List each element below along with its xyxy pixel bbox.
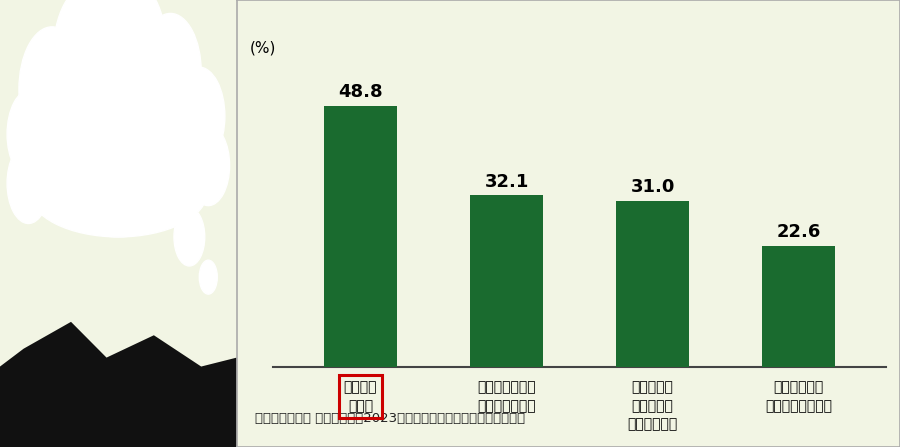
Text: 31.0: 31.0 xyxy=(631,178,675,197)
PathPatch shape xyxy=(0,322,237,447)
Bar xyxy=(470,195,543,367)
Ellipse shape xyxy=(23,49,213,237)
Ellipse shape xyxy=(30,148,207,237)
Text: 22.6: 22.6 xyxy=(777,224,821,241)
Bar xyxy=(324,105,397,367)
Circle shape xyxy=(140,13,202,130)
Circle shape xyxy=(99,0,166,107)
Circle shape xyxy=(7,89,54,179)
Circle shape xyxy=(199,260,217,294)
Text: 48.8: 48.8 xyxy=(338,83,382,101)
Circle shape xyxy=(187,125,230,206)
Text: 出典：日本公庫 総合研究所「2023年度起業と起業意識に関する調査」: 出典：日本公庫 総合研究所「2023年度起業と起業意識に関する調査」 xyxy=(255,412,525,425)
Circle shape xyxy=(173,67,225,165)
Text: 32.1: 32.1 xyxy=(484,173,528,190)
Circle shape xyxy=(19,27,86,152)
Circle shape xyxy=(53,0,127,123)
Bar xyxy=(616,201,689,367)
Bar xyxy=(762,246,835,367)
Text: (%): (%) xyxy=(250,41,276,56)
Circle shape xyxy=(7,143,50,224)
Circle shape xyxy=(174,208,204,266)
